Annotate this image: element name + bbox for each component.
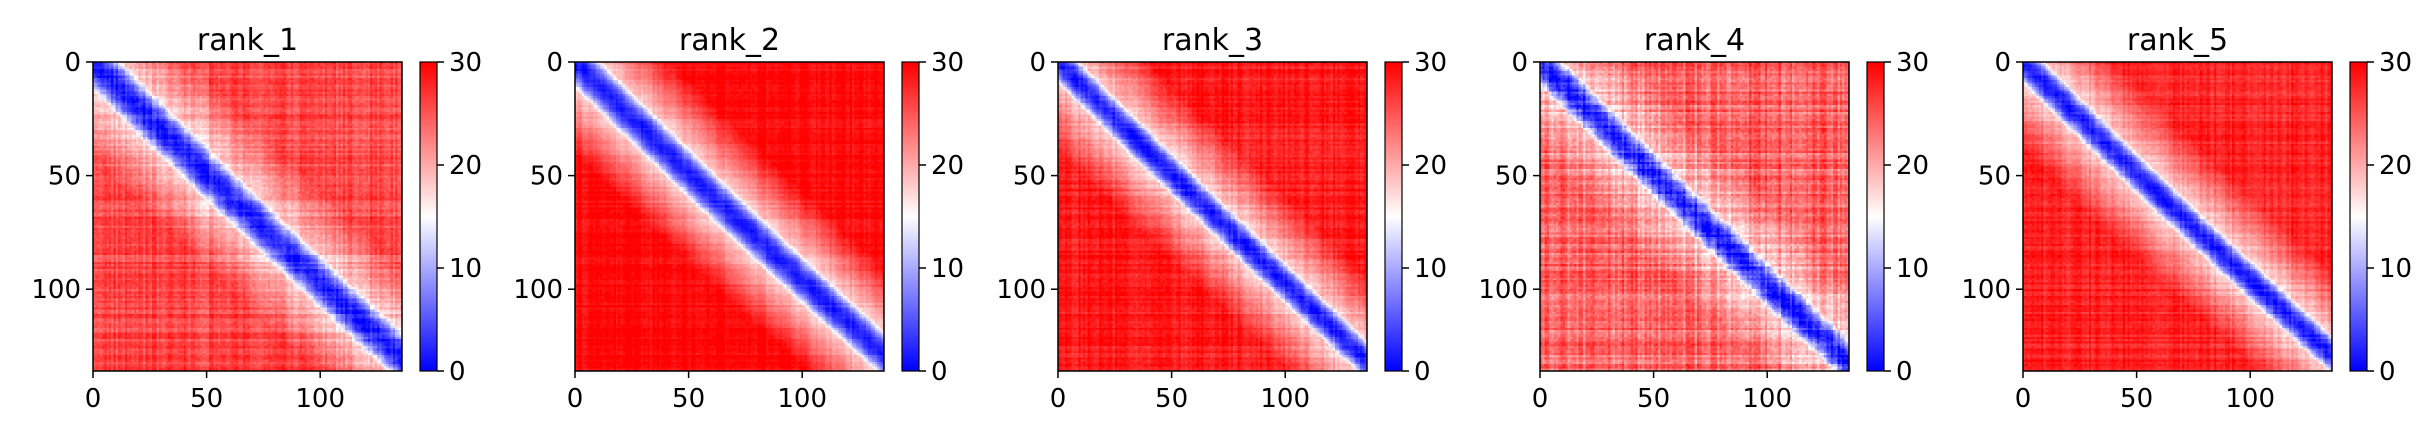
x-tick-label: 0: [567, 384, 584, 414]
y-tick-label: 0: [1994, 48, 2011, 78]
panel-title: rank_3: [1162, 23, 1263, 58]
y-tick-label: 100: [996, 275, 1046, 305]
heatmap-image: [2023, 62, 2332, 371]
colorbar-tick-label: 20: [2379, 151, 2412, 181]
plot-frame: [1539, 61, 1850, 372]
y-tick-label: 100: [31, 275, 81, 305]
x-tick-label: 0: [1050, 384, 1067, 414]
heatmap-image: [575, 62, 884, 371]
x-tick-label: 0: [1532, 384, 1549, 414]
x-tick-label: 100: [1260, 384, 1310, 414]
x-tick-label: 50: [2120, 384, 2153, 414]
x-tick-label: 0: [2015, 384, 2032, 414]
y-tick-label: 100: [1478, 275, 1528, 305]
colorbar-frame: [901, 61, 920, 372]
colorbar-tick-label: 0: [1414, 357, 1431, 387]
x-tick-label: 50: [672, 384, 705, 414]
colorbar-frame: [2349, 61, 2368, 372]
heatmap-image: [93, 62, 402, 371]
panel-title: rank_1: [197, 23, 298, 58]
heatmap-image: [1058, 62, 1367, 371]
colorbar-tick-label: 30: [1414, 48, 1447, 78]
colorbar-tick-label: 30: [931, 48, 964, 78]
x-tick-label: 100: [1742, 384, 1792, 414]
y-tick-label: 50: [1978, 162, 2011, 192]
colorbar-tick-label: 10: [1414, 254, 1447, 284]
heatmap-panel-5: rank_5 0 50 100 0 50 100 0 10 20 30: [1961, 23, 2412, 414]
colorbar-frame: [419, 61, 438, 372]
plot-frame: [1057, 61, 1368, 372]
colorbar-frame: [1866, 61, 1885, 372]
y-tick-label: 50: [1013, 162, 1046, 192]
colorbar-tick-label: 10: [931, 254, 964, 284]
colorbar-tick-label: 20: [449, 151, 482, 181]
x-tick-label: 50: [1155, 384, 1188, 414]
heatmap-panel-2: rank_2 0 50 100 0 50 100 0 10 20 30: [513, 23, 964, 414]
colorbar-tick-label: 30: [1896, 48, 1929, 78]
y-tick-label: 50: [530, 162, 563, 192]
colorbar-tick-label: 30: [2379, 48, 2412, 78]
colorbar-tick-label: 30: [449, 48, 482, 78]
x-tick-label: 50: [190, 384, 223, 414]
y-tick-label: 0: [1029, 48, 1046, 78]
colorbar-tick-label: 20: [1414, 151, 1447, 181]
panel-title: rank_4: [1644, 23, 1745, 58]
heatmap-image: [1540, 62, 1849, 371]
heatmap-panel-3: rank_3 0 50 100 0 50 100 0 10 20 30: [996, 23, 1447, 414]
x-tick-label: 100: [295, 384, 345, 414]
colorbar-tick-label: 10: [2379, 254, 2412, 284]
heatmap-panel-1: rank_1 0 50 100 0 50 100 0 10 20 30: [31, 23, 482, 414]
colorbar: [1385, 62, 1402, 371]
colorbar: [420, 62, 437, 371]
y-tick-label: 100: [1961, 275, 2011, 305]
colorbar: [1867, 62, 1884, 371]
colorbar-tick-label: 0: [2379, 357, 2396, 387]
y-tick-label: 100: [513, 275, 563, 305]
colorbar-tick-label: 10: [1896, 254, 1929, 284]
plot-frame: [574, 61, 885, 372]
plot-frame: [92, 61, 403, 372]
plot-frame: [2022, 61, 2333, 372]
panel-title: rank_5: [2127, 23, 2228, 58]
y-tick-label: 50: [48, 162, 81, 192]
heatmap-panel-4: rank_4 0 50 100 0 50 100 0 10 20 30: [1478, 23, 1929, 414]
x-tick-label: 0: [85, 384, 102, 414]
x-tick-label: 100: [777, 384, 827, 414]
colorbar: [2350, 62, 2367, 371]
x-tick-label: 100: [2225, 384, 2275, 414]
y-tick-label: 0: [546, 48, 563, 78]
colorbar-tick-label: 20: [931, 151, 964, 181]
colorbar-tick-label: 10: [449, 254, 482, 284]
colorbar-tick-label: 0: [1896, 357, 1913, 387]
y-tick-label: 50: [1495, 162, 1528, 192]
x-tick-label: 50: [1637, 384, 1670, 414]
colorbar-frame: [1384, 61, 1403, 372]
panel-title: rank_2: [679, 23, 780, 58]
colorbar: [902, 62, 919, 371]
y-tick-label: 0: [1511, 48, 1528, 78]
colorbar-tick-label: 0: [449, 357, 466, 387]
colorbar-tick-label: 0: [931, 357, 948, 387]
y-tick-label: 0: [64, 48, 81, 78]
colorbar-tick-label: 20: [1896, 151, 1929, 181]
